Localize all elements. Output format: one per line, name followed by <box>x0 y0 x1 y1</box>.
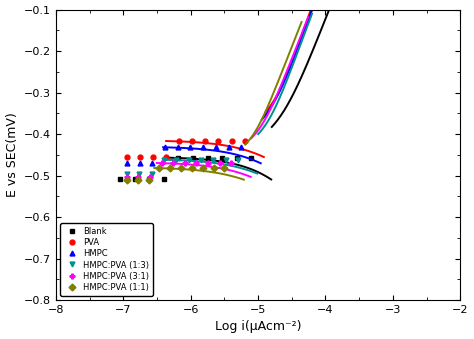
HMPC:PVA (1:3) <box>186 158 191 162</box>
PVA <box>242 139 247 143</box>
HMPC <box>137 161 142 165</box>
HMPC:PVA (1:3) <box>173 158 179 162</box>
HMPC:PVA (1:3) <box>223 158 228 162</box>
Blank <box>248 156 254 160</box>
Line: HMPC:PVA (1:3): HMPC:PVA (1:3) <box>124 157 240 176</box>
Line: PVA: PVA <box>124 139 247 159</box>
HMPC:PVA (1:3) <box>124 172 130 176</box>
Line: HMPC:PVA (1:1): HMPC:PVA (1:1) <box>124 165 227 182</box>
HMPC <box>238 145 244 149</box>
HMPC:PVA (1:1) <box>200 166 206 170</box>
PVA <box>137 155 143 159</box>
Blank <box>234 156 240 160</box>
HMPC:PVA (1:1) <box>167 166 173 170</box>
HMPC:PVA (1:1) <box>146 178 151 182</box>
HMPC:PVA (1:3) <box>235 158 241 162</box>
HMPC:PVA (3:1) <box>136 175 141 179</box>
X-axis label: Log i(μAcm⁻²): Log i(μAcm⁻²) <box>215 320 301 334</box>
HMPC:PVA (1:3) <box>198 158 204 162</box>
HMPC <box>175 145 181 149</box>
HMPC:PVA (1:1) <box>135 178 140 182</box>
HMPC <box>149 161 155 165</box>
HMPC:PVA (3:1) <box>193 161 199 165</box>
HMPC:PVA (1:1) <box>124 178 130 182</box>
Blank <box>205 156 210 160</box>
HMPC <box>162 145 168 149</box>
HMPC:PVA (1:3) <box>161 158 167 162</box>
Line: HMPC:PVA (3:1): HMPC:PVA (3:1) <box>124 161 234 179</box>
Line: HMPC: HMPC <box>124 145 244 166</box>
HMPC:PVA (3:1) <box>170 161 176 165</box>
HMPC:PVA (1:1) <box>211 166 217 170</box>
Blank <box>132 177 137 181</box>
HMPC:PVA (1:1) <box>222 166 228 170</box>
HMPC:PVA (1:1) <box>178 166 184 170</box>
HMPC:PVA (3:1) <box>205 161 211 165</box>
Blank <box>117 177 123 181</box>
HMPC <box>188 145 193 149</box>
HMPC:PVA (3:1) <box>159 161 164 165</box>
PVA <box>150 155 156 159</box>
PVA <box>216 139 221 143</box>
HMPC <box>213 145 219 149</box>
PVA <box>163 155 169 159</box>
HMPC:PVA (3:1) <box>124 175 130 179</box>
Legend: Blank, PVA, HMPC, HMPC:PVA (1:3), HMPC:PVA (3:1), HMPC:PVA (1:1): Blank, PVA, HMPC, HMPC:PVA (1:3), HMPC:P… <box>60 223 153 296</box>
PVA <box>202 139 208 143</box>
Blank <box>190 156 196 160</box>
HMPC:PVA (1:1) <box>156 166 162 170</box>
HMPC:PVA (1:3) <box>210 158 216 162</box>
HMPC <box>201 145 206 149</box>
HMPC:PVA (1:1) <box>189 166 195 170</box>
Y-axis label: E vs SEC(mV): E vs SEC(mV) <box>6 113 18 197</box>
Line: Blank: Blank <box>118 155 254 182</box>
HMPC:PVA (3:1) <box>147 175 153 179</box>
Blank <box>175 156 181 160</box>
HMPC:PVA (1:3) <box>137 172 142 176</box>
HMPC <box>124 161 130 165</box>
HMPC:PVA (3:1) <box>182 161 188 165</box>
Blank <box>219 156 225 160</box>
PVA <box>229 139 235 143</box>
Blank <box>161 177 167 181</box>
PVA <box>124 155 130 159</box>
Blank <box>146 177 152 181</box>
HMPC:PVA (1:3) <box>149 172 155 176</box>
HMPC:PVA (3:1) <box>217 161 222 165</box>
PVA <box>190 139 195 143</box>
HMPC <box>226 145 231 149</box>
HMPC:PVA (3:1) <box>228 161 234 165</box>
PVA <box>176 139 182 143</box>
